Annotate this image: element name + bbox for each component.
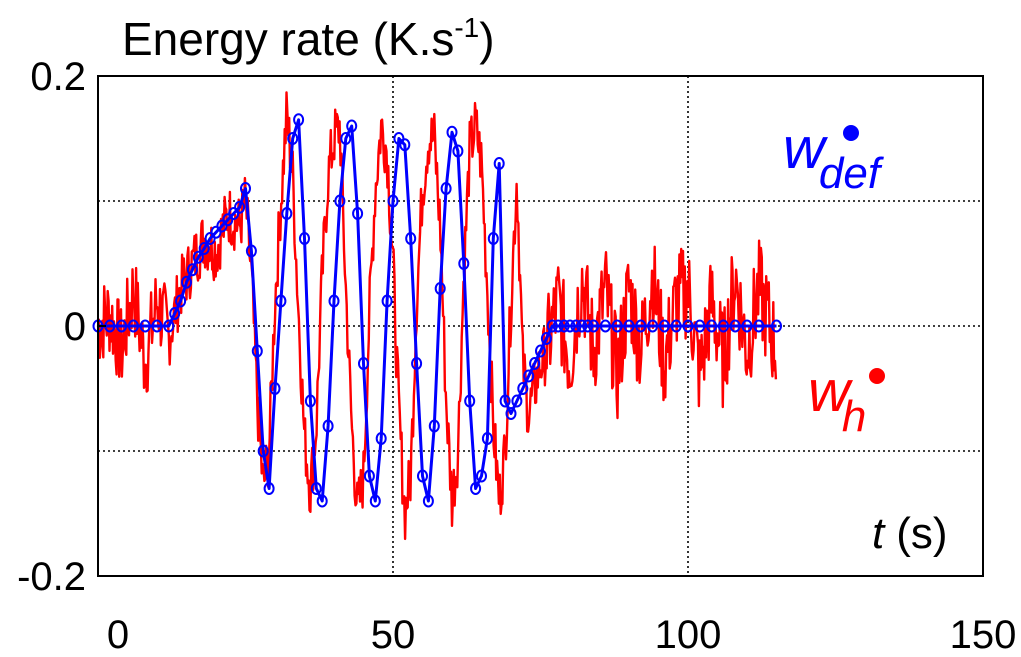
- x-tick-label: 150: [950, 613, 1017, 657]
- x-tick-label: 50: [371, 613, 416, 657]
- legend-wdef-sub: def: [819, 149, 885, 198]
- x-tick-label: 0: [107, 613, 129, 657]
- chart-title: Energy rate (K.s-1): [122, 12, 495, 65]
- chart-title-main: Energy rate (K.s: [122, 13, 454, 65]
- x-axis-label-unit: (s): [896, 509, 947, 558]
- x-axis-label: t (s): [872, 509, 948, 558]
- y-tick-label: 0: [64, 305, 86, 349]
- legend-wh-dot: [869, 368, 885, 384]
- x-axis-label-var: t: [872, 509, 886, 558]
- x-axis-ticks: 0 50 100 150: [107, 613, 1017, 657]
- legend-wdef-dot: [843, 125, 859, 141]
- y-tick-label: -0.2: [17, 555, 86, 599]
- x-tick-label: 100: [655, 613, 722, 657]
- legend-wh-sub: h: [842, 392, 866, 441]
- chart-title-superscript: -1: [454, 12, 479, 43]
- y-tick-label: 0.2: [30, 55, 86, 99]
- chart-title-close: ): [479, 13, 494, 65]
